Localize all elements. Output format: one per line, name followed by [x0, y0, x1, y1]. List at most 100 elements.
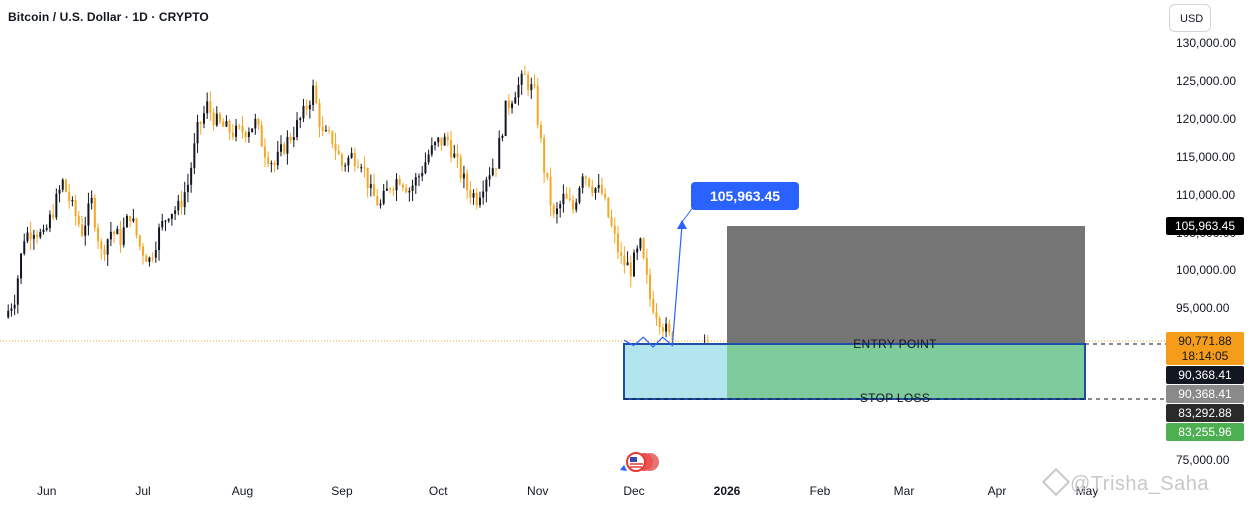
candle-body [97, 227, 100, 242]
candle-body [597, 184, 600, 189]
candle-body [389, 188, 392, 190]
candle-body [385, 188, 388, 191]
candle-body [472, 192, 475, 198]
last-price-tag: 90,771.88 [1166, 332, 1244, 350]
candle-body [414, 177, 417, 186]
candle-body [459, 157, 462, 179]
candle-body [421, 173, 424, 177]
candle-body [74, 200, 77, 216]
candle-body [36, 234, 39, 238]
candle-body [215, 113, 218, 126]
candle-body [360, 167, 363, 169]
currency-button[interactable]: USD [1169, 4, 1211, 32]
candle-body [626, 262, 629, 266]
candle-body [610, 216, 613, 226]
candle-body [48, 214, 51, 229]
time-axis-tick: Jun [37, 484, 57, 498]
candle-body [661, 327, 664, 332]
candle-body [151, 257, 154, 259]
candle-body [488, 175, 491, 180]
candle-body [539, 124, 542, 139]
candle-body [13, 304, 16, 309]
candle-body [247, 131, 250, 137]
candle-body [658, 318, 661, 328]
candle-body [369, 184, 372, 189]
candle-body [26, 232, 29, 242]
watermark-text: @Trisha_Saha [1070, 473, 1209, 495]
time-axis-tick: Aug [231, 484, 254, 498]
candle-body [267, 157, 270, 165]
candle-body [222, 121, 225, 127]
candle-body [450, 140, 453, 158]
candle-body [148, 257, 151, 262]
stop-price-tag: 83,255.96 [1166, 423, 1244, 441]
candle-body [527, 74, 530, 91]
time-axis-tick: Dec [623, 484, 645, 498]
candle-body [501, 135, 504, 138]
candle-body [251, 128, 254, 132]
candle-body [572, 200, 575, 210]
candle-body [466, 173, 469, 191]
candle-body [42, 229, 45, 232]
candle-body [145, 255, 148, 262]
candle-body [331, 130, 334, 144]
candle-body [353, 153, 356, 167]
candle-body [141, 246, 144, 256]
target-price-tag: 105,963.45 [1166, 217, 1244, 235]
candle-body [273, 163, 276, 166]
candle-body [559, 204, 562, 209]
candle-body [437, 137, 440, 143]
candle-body [302, 105, 305, 119]
candle-body [312, 85, 315, 105]
candle-body [77, 215, 80, 225]
candle-body [129, 215, 132, 222]
candle-body [180, 200, 183, 208]
candle-body [652, 299, 655, 313]
candle-body [581, 176, 584, 188]
price-axis-tick: 110,000.00 [1176, 187, 1236, 202]
candle-body [504, 100, 507, 136]
candle-body [405, 187, 408, 193]
candle-body [212, 112, 215, 126]
entry-point-label: ENTRY POINT [853, 337, 937, 351]
time-axis-tick: Jul [135, 484, 151, 498]
candle-body [196, 122, 199, 144]
candle-body [16, 278, 19, 305]
candle-body [639, 238, 642, 249]
candle-body [530, 84, 533, 91]
time-axis-tick: May [1075, 484, 1099, 498]
author-watermark: @Trisha_Saha [1041, 467, 1209, 497]
candle-body [39, 231, 42, 238]
candle-body [417, 176, 420, 178]
candle-body [668, 323, 671, 333]
candle-body [23, 241, 26, 254]
time-axis-tick: 2026 [713, 484, 741, 498]
candle-body [584, 176, 587, 179]
candle-body [340, 154, 343, 166]
candle-body [279, 144, 282, 152]
candle-body [241, 125, 244, 133]
candle-body [164, 220, 167, 222]
candle-body [427, 154, 430, 163]
candle-body [132, 218, 135, 222]
candle-body [495, 168, 498, 170]
candle-body [613, 225, 616, 234]
candle-body [119, 228, 122, 245]
target-price-callout[interactable]: 105,963.45 [691, 182, 799, 210]
candle-body [296, 120, 299, 138]
candle-body [536, 86, 539, 125]
low-price-tag: 83,292.88 [1166, 404, 1244, 422]
us-flag-icon [620, 452, 659, 472]
price-axis-tick: 100,000.00 [1176, 263, 1237, 278]
candle-body [395, 179, 398, 191]
candle-body [202, 113, 205, 124]
candle-body [58, 189, 61, 194]
candle-body [607, 197, 610, 217]
target-zone [727, 226, 1085, 344]
candle-body [90, 197, 93, 204]
candle-body [347, 157, 350, 166]
candle-body [286, 136, 289, 154]
candle-body [379, 203, 382, 206]
entry-zone [624, 344, 727, 399]
